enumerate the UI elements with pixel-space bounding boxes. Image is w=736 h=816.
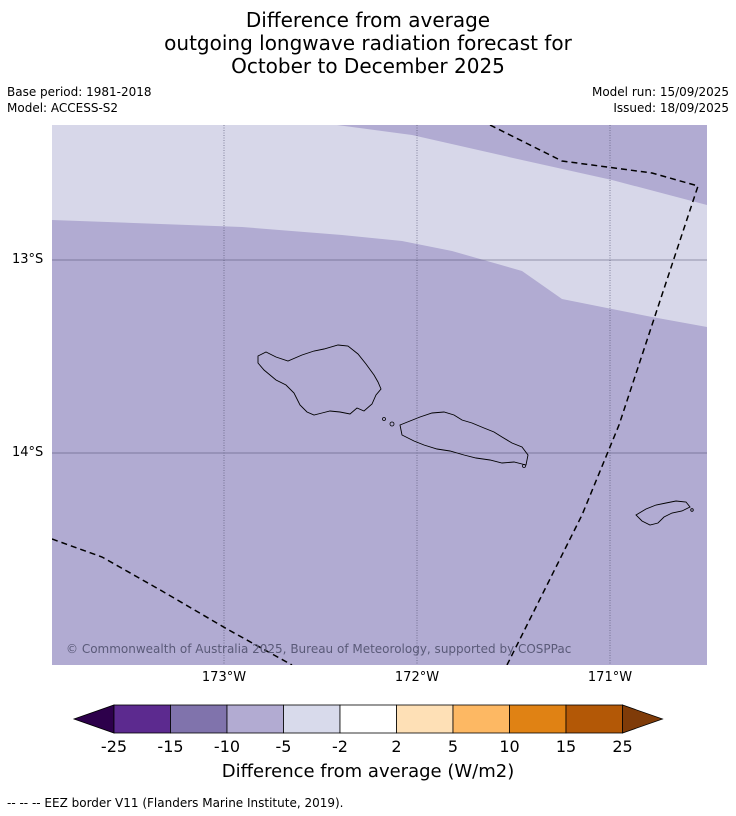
graticule	[52, 125, 707, 665]
colorbar-tick-label: -10	[213, 737, 241, 756]
eez-border	[52, 125, 699, 665]
colorbar-segment	[170, 704, 228, 734]
colorbar-extend-low	[72, 704, 115, 734]
colorbar	[72, 704, 664, 734]
copyright-notice: © Commonwealth of Australia 2025, Bureau…	[66, 642, 571, 656]
savaii-island	[257, 344, 382, 416]
colorbar-segment	[339, 704, 397, 734]
colorbar-segment	[283, 704, 341, 734]
issued-date: Issued: 18/09/2025	[613, 101, 729, 115]
lon-label-172w: 172°W	[394, 670, 440, 685]
apolima-islet	[382, 417, 386, 421]
colorbar-tick-label: -5	[275, 737, 292, 756]
colorbar-tick-label: -25	[100, 737, 128, 756]
colorbar-segment	[452, 704, 510, 734]
colorbar-tick-label: 10	[499, 737, 520, 756]
colorbar-tick-label: 25	[612, 737, 633, 756]
lat-label-13s: 13°S	[12, 252, 44, 267]
colorbar-tick-label: 15	[555, 737, 577, 756]
lon-label-173w: 173°W	[201, 670, 247, 685]
title-line-1: Difference from average	[245, 8, 491, 32]
lon-label-171w: 171°W	[587, 670, 633, 685]
colorbar-extend-high	[622, 704, 664, 734]
title-line-3: October to December 2025	[231, 54, 505, 78]
upolu-island	[399, 411, 529, 466]
tutuila-island	[635, 500, 691, 526]
colorbar-segment	[396, 704, 454, 734]
colorbar-segment	[509, 704, 567, 734]
colorbar-tick-label: 5	[447, 737, 459, 756]
colorbar-tick-label: 2	[391, 737, 402, 756]
colorbar-label: Difference from average (W/m2)	[221, 761, 515, 782]
colorbar-segment	[226, 704, 284, 734]
eez-border-east	[489, 125, 699, 665]
manono-islet	[389, 421, 395, 427]
nuutele-islet	[522, 464, 526, 468]
colorbar-tick-label: -15	[157, 737, 184, 756]
base-period: Base period: 1981-2018	[7, 85, 152, 99]
colorbar-tick-label: -2	[332, 737, 348, 756]
anomaly-band-minus5-minus2	[52, 125, 707, 327]
colorbar-segment	[565, 704, 623, 734]
eez-border-southwest	[52, 538, 293, 665]
model-name: Model: ACCESS-S2	[7, 101, 119, 115]
model-run: Model run: 15/09/2025	[591, 85, 729, 99]
title-line-2: outgoing longwave radiation forecast for	[164, 31, 572, 55]
colorbar-segment	[113, 704, 171, 734]
olr-anomaly-map: © Commonwealth of Australia 2025, Bureau…	[52, 125, 707, 665]
eez-footnote: -- -- -- EEZ border V11 (Flanders Marine…	[7, 796, 344, 810]
lat-label-14s: 14°S	[12, 445, 44, 460]
aunuu-islet	[690, 508, 694, 512]
